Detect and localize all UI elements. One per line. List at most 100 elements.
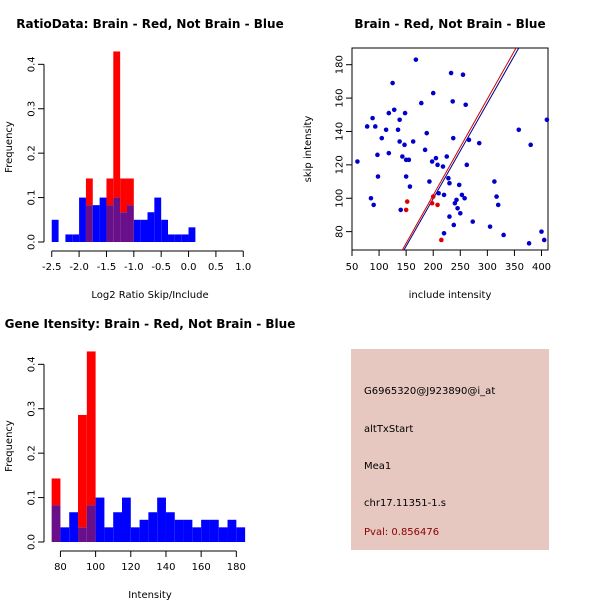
ratio-bar-not-brain-19 xyxy=(181,234,189,242)
not-brain-point xyxy=(539,229,544,234)
not-brain-point xyxy=(370,115,375,121)
scatter-x-tick-label: 300 xyxy=(478,262,497,273)
ratio-y-tick-label: 0.2 xyxy=(27,145,38,161)
scatter-x-tick-label: 50 xyxy=(346,262,359,273)
not-brain-point xyxy=(454,197,459,203)
not-brain-point xyxy=(451,222,457,228)
scatter-x-tick-label: 350 xyxy=(505,262,524,273)
not-brain-point xyxy=(419,100,424,106)
ratio-x-tick-label: 1.0 xyxy=(235,262,251,273)
not-brain-point xyxy=(476,140,482,146)
gene-y-tick-label: 0.1 xyxy=(27,490,38,506)
scatter-fit-line-not-brain xyxy=(403,48,520,250)
brain-point xyxy=(403,207,409,213)
intensity-scatter-panel: Brain - Red, Not Brain - Blue 50 100 150 20… xyxy=(303,17,551,301)
not-brain-point xyxy=(407,184,413,189)
not-brain-point xyxy=(386,110,392,116)
gene-bar-not-brain-1 xyxy=(60,527,70,542)
not-brain-point xyxy=(371,202,376,208)
not-brain-point xyxy=(487,224,493,229)
not-brain-point xyxy=(528,142,533,148)
not-brain-point xyxy=(379,135,385,141)
ratio-y-tick-label: 0.4 xyxy=(27,56,38,72)
not-brain-point xyxy=(397,139,402,144)
ratio-bar-brain-8 xyxy=(106,178,114,206)
scatter-x-tick-label: 250 xyxy=(451,262,470,273)
not-brain-point xyxy=(494,194,499,199)
gene-bar-not-brain-13 xyxy=(165,512,175,542)
ratio-x-tick-label: 0.5 xyxy=(208,262,224,273)
not-brain-point xyxy=(460,72,466,78)
event-type: altTxStart xyxy=(364,424,414,435)
ratio-x-tick-label: -0.5 xyxy=(151,262,171,273)
gene-intensity-histogram-panel: Gene Itensity: Brain - Red, Not Brain - … xyxy=(4,317,295,600)
gene-y-tick-label: 0.3 xyxy=(27,401,38,417)
brain-point xyxy=(430,194,436,199)
scatter-fit-lines xyxy=(401,48,520,250)
ratio-bar-not-brain-4 xyxy=(79,197,86,242)
not-brain-point xyxy=(406,157,412,163)
ratio-histogram-panel: RatioData: Brain - Red, Not Brain - Blue… xyxy=(4,17,284,301)
not-brain-point xyxy=(544,117,550,123)
gene-bar-brain-4 xyxy=(86,351,96,506)
gene-x-tick-label: 160 xyxy=(192,562,211,573)
not-brain-point xyxy=(368,195,374,201)
gene-bar-not-brain-21 xyxy=(236,527,246,542)
genomic-location: chr17.11351-1.s xyxy=(364,498,447,509)
not-brain-point xyxy=(383,127,389,133)
not-brain-point xyxy=(446,175,451,181)
not-brain-point xyxy=(375,152,380,158)
gene-bar-not-brain-16 xyxy=(192,527,202,542)
gene-bar-not-brain-7 xyxy=(113,512,122,542)
gene-bar-not-brain-5 xyxy=(95,497,105,542)
ratio-x-tick-label: -2.5 xyxy=(42,262,62,273)
not-brain-point xyxy=(464,162,470,168)
gene-histogram-axes: 0.0 0.1 0.2 0.3 0.4 80 100 120 140 160 180 xyxy=(27,356,246,573)
not-brain-point xyxy=(441,231,447,236)
not-brain-point xyxy=(501,232,506,238)
ratio-bar-not-brain-7 xyxy=(99,197,107,242)
ratio-bar-not-brain-15 xyxy=(154,197,162,242)
ratio-histogram-ylabel: Frequency xyxy=(4,121,15,173)
ratio-x-tick-label: 0.0 xyxy=(181,262,197,273)
gene-histogram-xlabel: Intensity xyxy=(128,590,172,600)
gene-bar-not-brain-6 xyxy=(104,527,114,542)
gene-bar-not-brain-14 xyxy=(174,519,184,542)
ratio-bar-not-brain-2 xyxy=(65,234,73,242)
ratio-bar-brain-10 xyxy=(120,178,127,213)
scatter-frame xyxy=(351,47,549,251)
scatter-x-tick-label: 200 xyxy=(424,262,443,273)
scatter-xlabel: include intensity xyxy=(409,290,492,301)
gene-bar-brain-3 xyxy=(78,414,87,528)
p-value: Pval: 0.856476 xyxy=(364,527,440,538)
not-brain-point xyxy=(459,192,465,198)
not-brain-point xyxy=(516,127,522,133)
gene-y-tick-label: 0.2 xyxy=(27,445,38,461)
not-brain-point xyxy=(433,155,439,161)
gene-bar-brain-0 xyxy=(51,478,61,506)
not-brain-point xyxy=(495,202,501,208)
gene-name: Mea1 xyxy=(364,461,392,472)
scatter-points xyxy=(355,57,550,246)
ratio-histogram-title: RatioData: Brain - Red, Not Brain - Blue xyxy=(16,17,283,31)
scatter-x-tick-label: 150 xyxy=(397,262,416,273)
not-brain-point xyxy=(435,162,440,168)
not-brain-point xyxy=(395,127,401,133)
ratio-bar-not-brain-3 xyxy=(72,234,80,242)
gene-histogram-title: Gene Itensity: Brain - Red, Not Brain - … xyxy=(5,317,296,331)
ratio-bar-not-brain-14 xyxy=(147,212,155,242)
not-brain-point xyxy=(375,174,381,179)
ratio-histogram-bars xyxy=(51,51,196,242)
ratio-bar-not-brain-20 xyxy=(188,227,196,242)
not-brain-point xyxy=(413,57,419,62)
not-brain-point xyxy=(386,150,392,156)
not-brain-point xyxy=(436,190,441,196)
not-brain-point xyxy=(450,99,456,104)
not-brain-point xyxy=(372,124,378,129)
not-brain-point xyxy=(402,110,408,116)
not-brain-point xyxy=(364,124,370,129)
ratio-bar-overlap-8 xyxy=(106,205,114,242)
gene-histogram-bars xyxy=(51,351,246,542)
not-brain-point xyxy=(526,241,532,246)
not-brain-point xyxy=(440,164,446,169)
